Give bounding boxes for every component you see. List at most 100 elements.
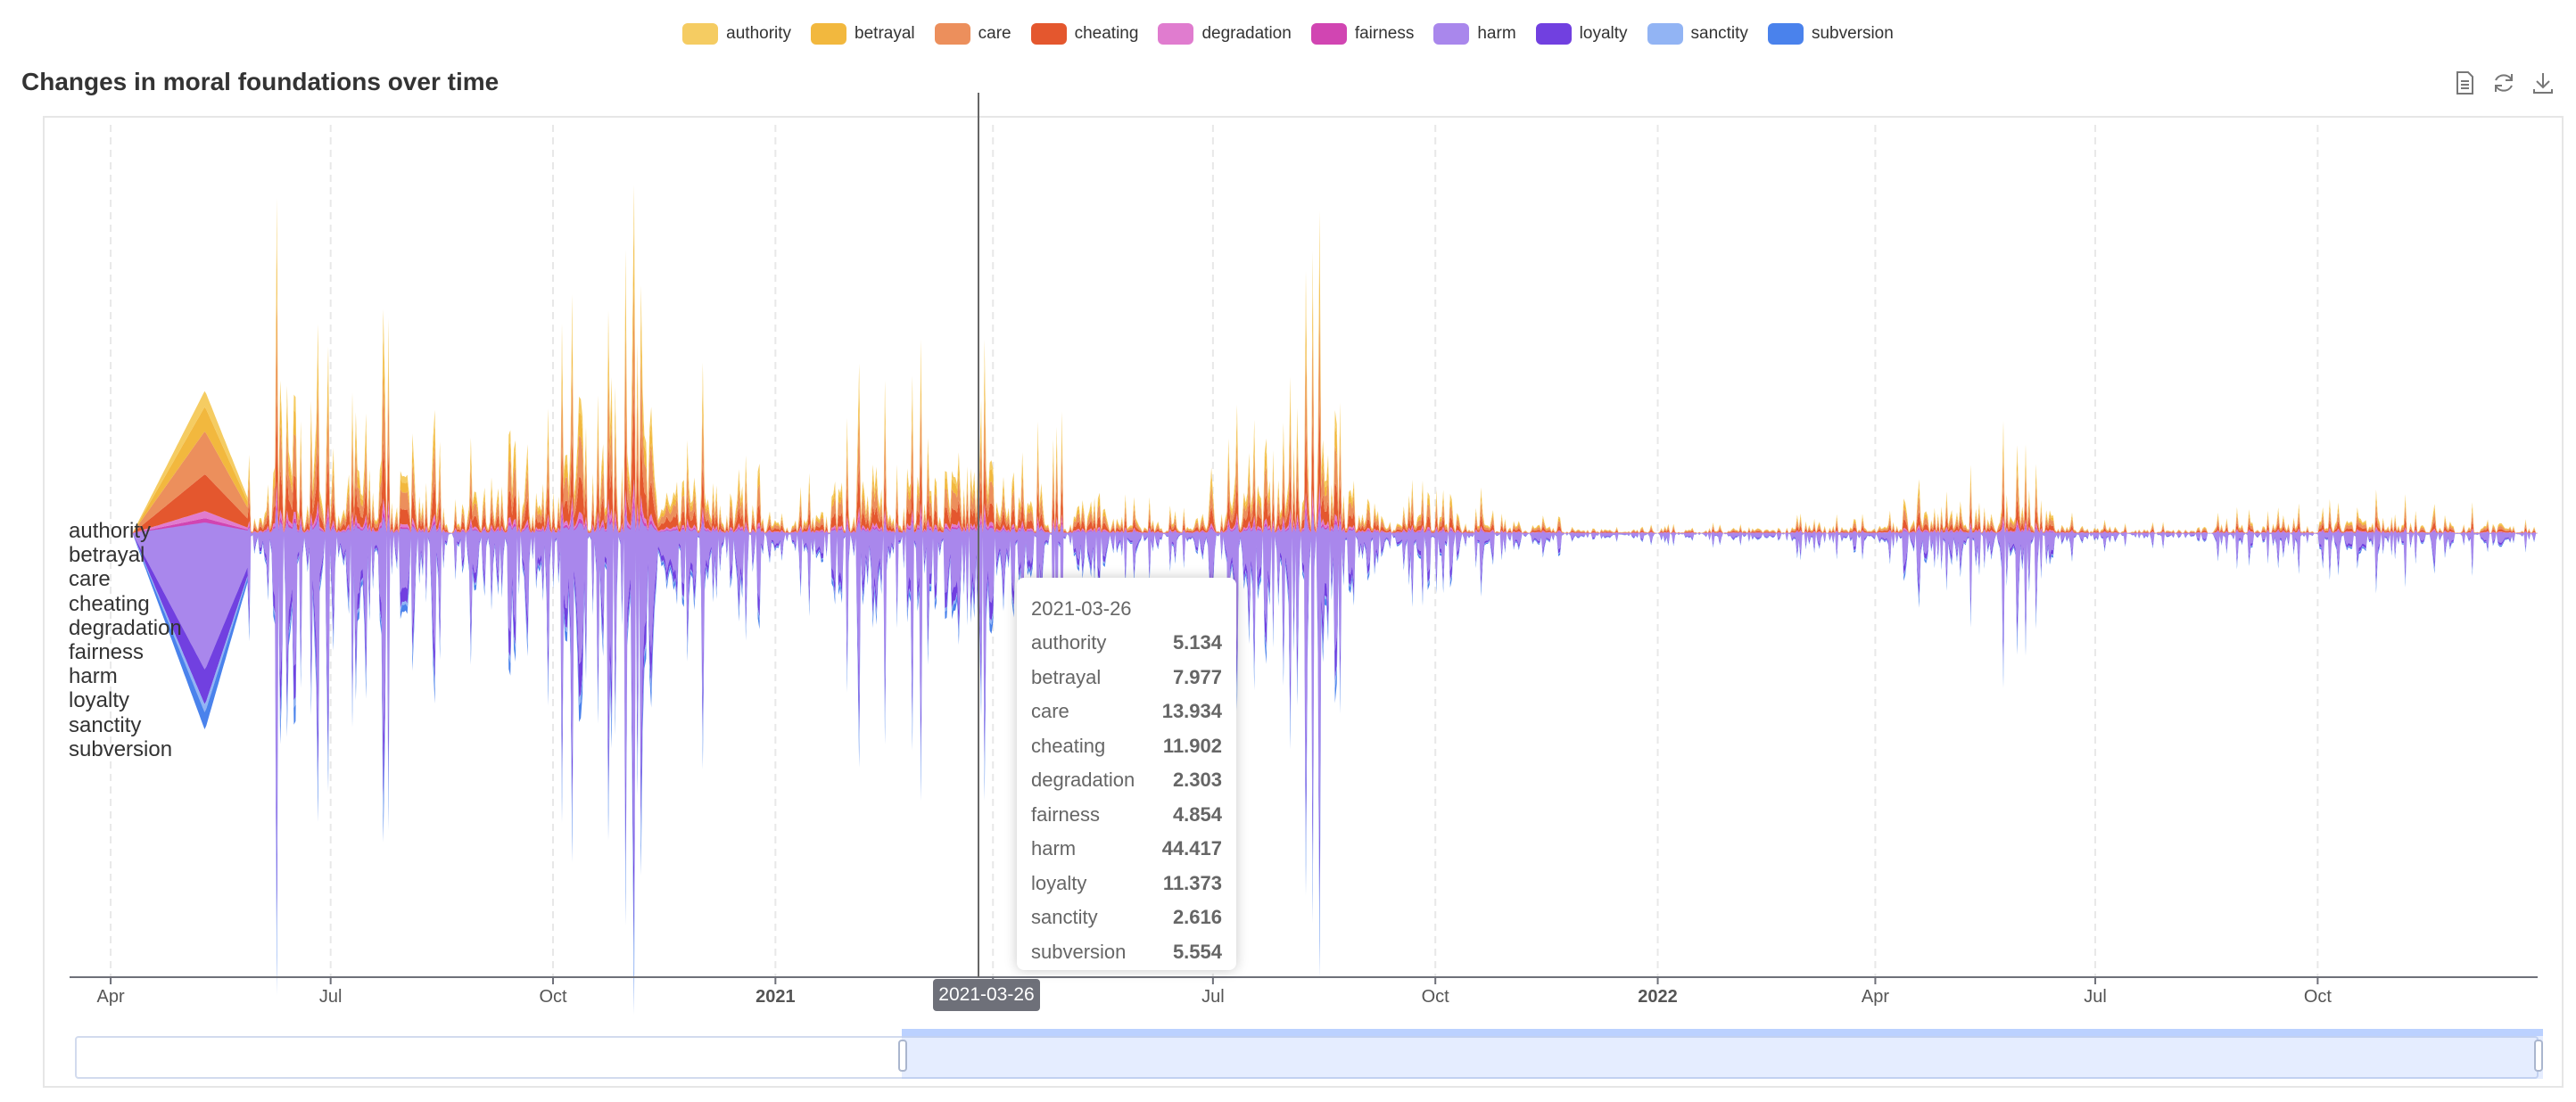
tooltip-series-value: 11.373 — [1162, 871, 1222, 894]
river-band-harm-upper[interactable] — [132, 506, 2539, 533]
download-icon[interactable] — [2530, 70, 2556, 96]
tooltip-series-value: 5.554 — [1172, 940, 1222, 963]
legend-item-care[interactable]: care — [934, 23, 1011, 45]
chart-title: Changes in moral foundations over time — [21, 68, 500, 95]
legend-label: care — [978, 24, 1011, 43]
legend-label: harm — [1477, 24, 1516, 43]
x-tick-label: 2021 — [755, 987, 796, 1007]
x-tick-label: Oct — [2304, 987, 2332, 1007]
x-tick-label: 2022 — [1638, 987, 1678, 1007]
legend-item-authority[interactable]: authority — [682, 23, 791, 45]
tooltip-series-name: authority — [1031, 631, 1107, 654]
legend-swatch — [1433, 23, 1470, 45]
legend-swatch — [934, 23, 970, 45]
legend-swatch — [1158, 23, 1194, 45]
tooltip-series-value: 4.854 — [1172, 802, 1222, 826]
x-tick-label: Jul — [1201, 987, 1225, 1007]
x-tick-label: Jul — [2084, 987, 2107, 1007]
legend-item-fairness[interactable]: fairness — [1310, 23, 1414, 45]
tooltip-row-care: care 13.934 — [1031, 695, 1222, 729]
legend-label: betrayal — [855, 24, 915, 43]
river-band-care[interactable] — [132, 284, 2539, 534]
tooltip-row-sanctity: sanctity 2.616 — [1031, 901, 1222, 935]
tooltip-series-name: betrayal — [1031, 665, 1102, 688]
data-zoom-selected-range[interactable] — [902, 1029, 2543, 1079]
tooltip-series-value: 44.417 — [1161, 837, 1222, 859]
river-band-harm[interactable] — [132, 533, 2539, 868]
tooltip-series-name: care — [1031, 700, 1069, 722]
river-band-degradation[interactable] — [132, 479, 2539, 533]
axis-pointer-label: 2021-03-26 — [933, 979, 1040, 1011]
refresh-icon[interactable] — [2490, 70, 2517, 96]
legend-swatch — [1310, 23, 1347, 45]
tooltip: 2021-03-26 authority 5.134 betrayal 7.977 ca… — [1017, 578, 1236, 970]
series-label-authority: authority — [69, 519, 152, 543]
series-label-harm: harm — [69, 664, 118, 689]
series-label-sanctity: sanctity — [69, 712, 142, 737]
data-zoom-move-bar[interactable] — [902, 1029, 2543, 1036]
legend-item-degradation[interactable]: degradation — [1158, 23, 1292, 45]
tooltip-series-value: 5.134 — [1172, 631, 1222, 654]
series-label-subversion: subversion — [69, 736, 173, 761]
x-tick-label: Oct — [1422, 987, 1450, 1007]
series-label-loyalty: loyalty — [69, 688, 130, 713]
toolbox — [2451, 70, 2556, 96]
river-band-cheating[interactable] — [132, 389, 2539, 533]
legend-label: degradation — [1201, 24, 1292, 43]
legend-label: loyalty — [1579, 24, 1628, 43]
tooltip-row-subversion: subversion 5.554 — [1031, 935, 1222, 970]
legend-swatch — [682, 23, 719, 45]
legend-label: sanctity — [1690, 24, 1748, 43]
tooltip-series-value: 2.616 — [1172, 906, 1222, 928]
tooltip-row-harm: harm 44.417 — [1031, 832, 1222, 867]
tooltip-series-name: cheating — [1031, 734, 1106, 757]
legend-swatch — [1030, 23, 1067, 45]
tooltip-series-name: subversion — [1031, 940, 1127, 963]
data-zoom-track[interactable] — [75, 1036, 2539, 1079]
x-tick-label: Apr — [97, 987, 125, 1007]
tooltip-series-name: degradation — [1031, 769, 1135, 791]
legend-swatch — [1767, 23, 1804, 45]
document-icon[interactable] — [2451, 70, 2478, 96]
legend-item-betrayal[interactable]: betrayal — [811, 23, 915, 45]
data-zoom-end-handle[interactable] — [2534, 1040, 2543, 1072]
tooltip-series-name: harm — [1031, 837, 1077, 859]
river-band-loyalty[interactable] — [132, 533, 2539, 953]
legend-item-subversion[interactable]: subversion — [1767, 23, 1894, 45]
legend-label: authority — [726, 24, 792, 43]
legend-item-harm[interactable]: harm — [1433, 23, 1516, 45]
legend-swatch — [1535, 23, 1572, 45]
tooltip-series-name: sanctity — [1031, 906, 1098, 928]
series-label-degradation: degradation — [69, 615, 182, 640]
series-label-fairness: fairness — [69, 640, 144, 665]
data-zoom-start-handle[interactable] — [898, 1040, 907, 1072]
tooltip-row-authority: authority 5.134 — [1031, 626, 1222, 661]
chart-frame — [43, 116, 2564, 1088]
legend-item-loyalty[interactable]: loyalty — [1535, 23, 1628, 45]
series-labels: authority betrayal care cheating degradation… — [69, 519, 182, 761]
series-label-cheating: cheating — [69, 591, 150, 616]
legend-swatch — [1647, 23, 1683, 45]
tooltip-row-degradation: degradation 2.303 — [1031, 763, 1222, 798]
tooltip-row-fairness: fairness 4.854 — [1031, 798, 1222, 833]
tooltip-series-value: 13.934 — [1161, 700, 1222, 722]
tooltip-date: 2021-03-26 — [1031, 597, 1132, 620]
series-label-betrayal: betrayal — [69, 543, 145, 568]
x-tick-label: Oct — [539, 987, 567, 1007]
legend-label: subversion — [1811, 24, 1894, 43]
legend-item-cheating[interactable]: cheating — [1030, 23, 1139, 45]
river-band-betrayal[interactable] — [132, 224, 2539, 533]
tooltip-row-cheating: cheating 11.902 — [1031, 729, 1222, 764]
tooltip-series-value: 7.977 — [1172, 665, 1222, 688]
legend-item-sanctity[interactable]: sanctity — [1647, 23, 1748, 45]
tooltip-row-loyalty: loyalty 11.373 — [1031, 867, 1222, 901]
tooltip-row-betrayal: betrayal 7.977 — [1031, 661, 1222, 695]
tooltip-series-name: fairness — [1031, 802, 1101, 826]
series-label-care: care — [69, 567, 111, 592]
tooltip-series-name: loyalty — [1031, 871, 1087, 894]
legend-label: cheating — [1074, 24, 1139, 43]
legend: authority betrayal care cheating degradation… — [0, 23, 2576, 45]
x-tick-label: Jul — [319, 987, 343, 1007]
tooltip-series-value: 2.303 — [1172, 769, 1222, 791]
